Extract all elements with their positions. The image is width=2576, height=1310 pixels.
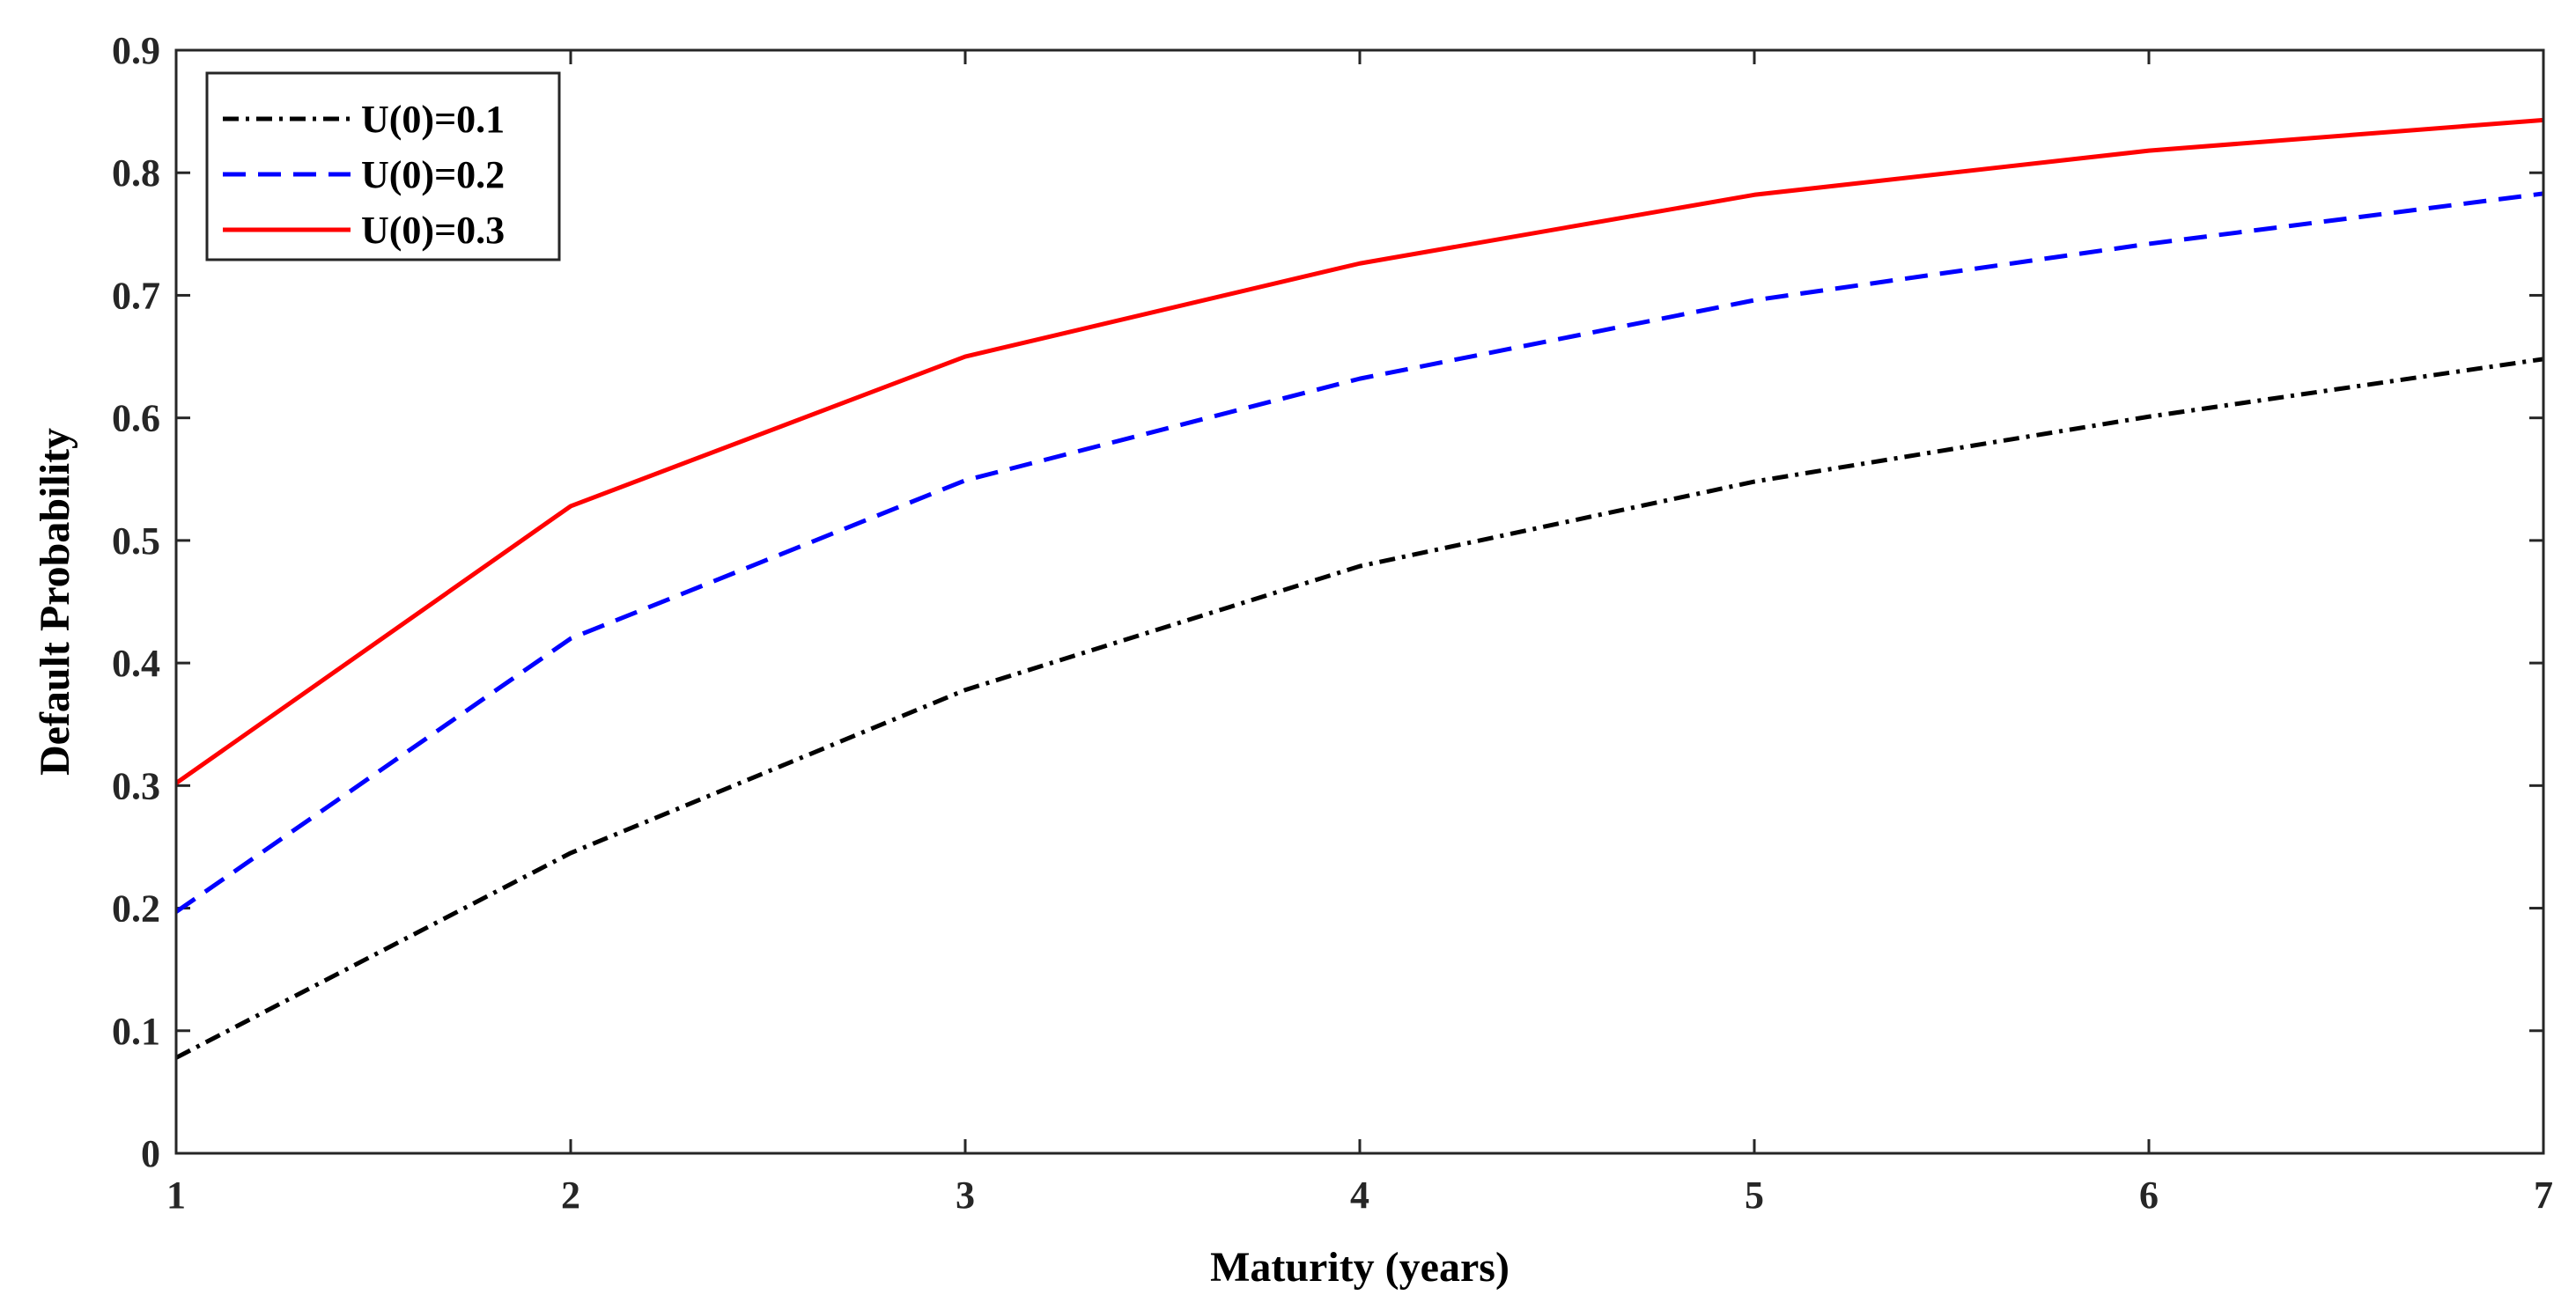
- y-axis-ticks: 0 0.1 0.2 0.3 0.4 0.5 0.6 0.7 0.8 0.9: [112, 29, 2543, 1175]
- x-tick-label: 7: [2534, 1174, 2553, 1217]
- y-tick-label: 0.9: [112, 29, 160, 72]
- series-line-2: [174, 191, 2544, 914]
- y-tick-label: 0.5: [112, 519, 160, 563]
- y-tick-label: 0.1: [112, 1010, 160, 1053]
- x-tick-label: 2: [561, 1174, 580, 1217]
- x-tick-label: 4: [1350, 1174, 1369, 1217]
- y-tick-label: 0.6: [112, 397, 160, 440]
- y-tick-label: 0.8: [112, 151, 160, 195]
- legend-label-3: U(0)=0.3: [361, 209, 505, 252]
- y-tick-label: 0: [141, 1132, 160, 1175]
- legend: U(0)=0.1 U(0)=0.2 U(0)=0.3: [205, 71, 561, 261]
- series-layer: [174, 117, 2544, 1060]
- legend-label-2: U(0)=0.2: [361, 153, 505, 196]
- y-axis-label: Default Probability: [32, 428, 78, 776]
- x-tick-label: 3: [956, 1174, 975, 1217]
- x-tick-label: 1: [166, 1174, 186, 1217]
- plot-frame: [174, 48, 2545, 1155]
- series-line-1: [174, 357, 2544, 1060]
- x-axis-label: Maturity (years): [1210, 1244, 1509, 1291]
- legend-label-1: U(0)=0.1: [361, 98, 505, 141]
- y-tick-label: 0.3: [112, 764, 160, 807]
- y-tick-label: 0.4: [112, 642, 160, 685]
- x-tick-label: 5: [1745, 1174, 1764, 1217]
- x-tick-label: 6: [2139, 1174, 2159, 1217]
- y-tick-label: 0.7: [112, 274, 160, 317]
- y-tick-label: 0.2: [112, 887, 160, 931]
